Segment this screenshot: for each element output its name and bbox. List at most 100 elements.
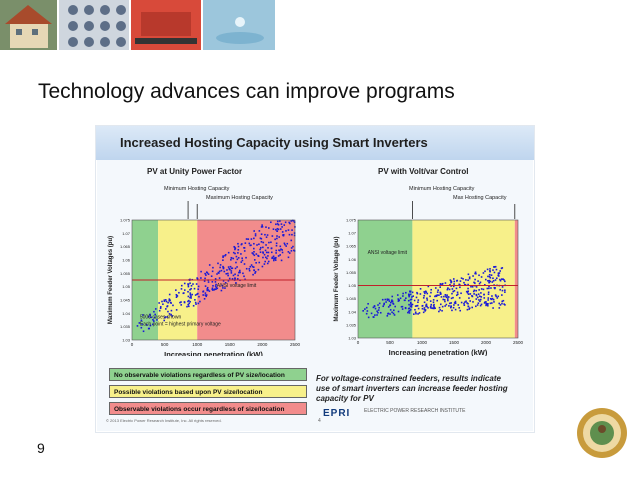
data-point (473, 293, 475, 295)
data-point (232, 257, 235, 260)
legend-no-violations: No observable violations regardless of P… (109, 368, 307, 381)
data-point (488, 285, 490, 288)
data-point (367, 303, 369, 305)
data-point (409, 309, 411, 312)
data-point (178, 291, 180, 294)
data-point (433, 306, 436, 308)
data-point (408, 295, 410, 298)
data-point (216, 287, 219, 290)
data-point (281, 231, 284, 233)
data-point (264, 233, 266, 236)
y-tick-label: 1.03 (348, 336, 357, 341)
data-point (222, 267, 225, 270)
data-point (491, 295, 493, 297)
data-point (290, 247, 293, 249)
data-point (261, 225, 264, 228)
data-point (264, 249, 267, 252)
data-point (464, 301, 466, 303)
data-point (175, 296, 178, 299)
data-point (224, 281, 227, 284)
data-point (262, 252, 265, 254)
data-point (273, 258, 275, 260)
data-point (170, 302, 172, 304)
data-point (280, 248, 282, 250)
data-point (271, 256, 274, 259)
data-point (494, 266, 497, 268)
data-point (164, 299, 167, 301)
data-point (272, 228, 275, 230)
data-point (451, 292, 453, 295)
data-point (261, 224, 263, 226)
y-tick-label: 1.07 (348, 231, 357, 236)
data-point (142, 314, 144, 316)
data-point (414, 308, 416, 311)
data-point (140, 319, 143, 322)
data-point (367, 316, 370, 319)
data-point (388, 300, 391, 302)
data-point (457, 304, 460, 306)
data-point (276, 223, 279, 225)
data-point (478, 274, 480, 277)
data-point (397, 310, 400, 313)
y-tick-label: 1.04 (348, 309, 357, 314)
data-point (224, 254, 226, 257)
slide-number: 9 (37, 440, 45, 456)
data-point (438, 310, 440, 313)
data-point (432, 301, 435, 304)
data-point (429, 300, 432, 302)
data-point (488, 281, 490, 284)
data-point (252, 273, 254, 276)
data-point (452, 278, 455, 280)
data-point (140, 326, 143, 329)
data-point (432, 299, 435, 301)
data-point (279, 245, 282, 248)
data-point (255, 253, 258, 255)
data-point (163, 299, 166, 301)
data-point (222, 265, 224, 268)
legend-observable-violations: Observable violations occur regardless o… (109, 402, 307, 415)
data-point (478, 299, 480, 301)
data-point (429, 306, 432, 309)
data-point (430, 305, 432, 308)
data-point (214, 281, 217, 283)
data-point (399, 297, 402, 300)
y-tick-label: 1.065 (346, 244, 357, 249)
data-point (403, 299, 406, 302)
data-point (499, 304, 502, 306)
data-point (220, 269, 223, 272)
y-tick-label: 1.075 (346, 218, 357, 223)
data-point (241, 259, 244, 262)
charts-svg: 0 500 1000 1500 2000 2500 1.03 1.035 1.04 1.045 1.… (108, 201, 524, 356)
data-point (364, 308, 366, 310)
data-point (469, 293, 472, 295)
data-point (267, 260, 270, 263)
data-point (487, 293, 490, 295)
data-point (448, 288, 451, 291)
data-point (458, 283, 461, 286)
data-point (426, 297, 428, 300)
data-point (447, 296, 449, 298)
data-point (460, 277, 463, 279)
data-point (166, 305, 169, 307)
data-point (256, 244, 258, 246)
data-point (362, 310, 364, 312)
data-point (168, 293, 171, 296)
y-tick-label: 1.045 (120, 298, 131, 303)
data-point (424, 309, 427, 311)
data-point (413, 313, 415, 315)
data-point (473, 281, 475, 284)
data-point (389, 313, 391, 315)
data-point (287, 256, 290, 259)
data-point (222, 280, 225, 282)
data-point (401, 305, 404, 308)
data-point (187, 295, 190, 298)
data-point (398, 299, 400, 302)
data-point (234, 273, 236, 276)
data-point (407, 307, 410, 310)
data-point (202, 294, 204, 296)
data-point (466, 292, 469, 294)
data-point (293, 249, 295, 252)
data-point (259, 237, 262, 240)
y-tick-label: 1.06 (348, 257, 357, 262)
data-point (245, 238, 248, 240)
